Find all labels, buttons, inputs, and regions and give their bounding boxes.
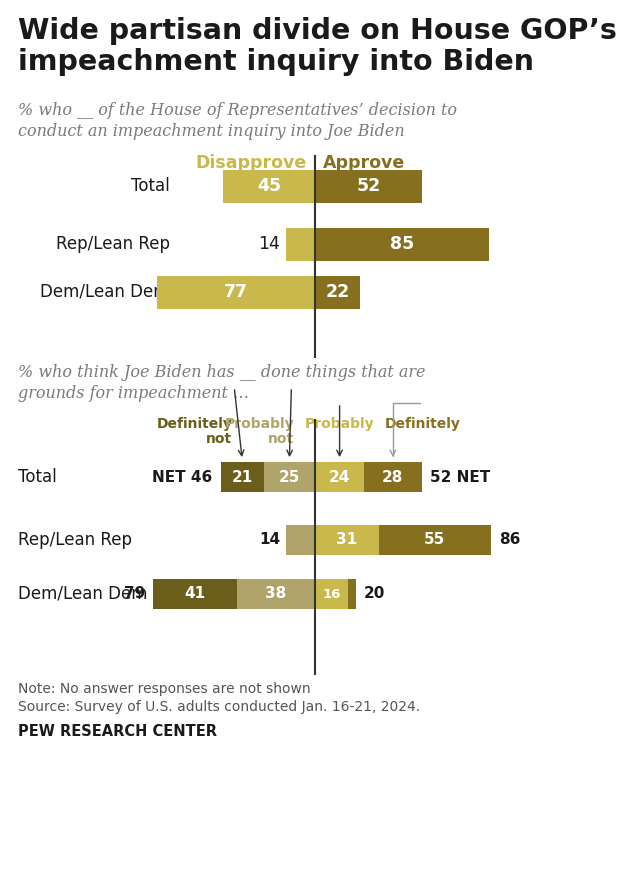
Bar <box>264 462 315 492</box>
Bar <box>379 525 491 555</box>
Bar <box>286 227 315 260</box>
Text: 16: 16 <box>322 588 340 600</box>
Text: Total: Total <box>18 468 57 486</box>
Text: NET 46: NET 46 <box>153 469 213 484</box>
Text: Note: No answer responses are not shown
Source: Survey of U.S. adults conducted : Note: No answer responses are not shown … <box>18 682 420 714</box>
Text: Rep/Lean Rep: Rep/Lean Rep <box>18 531 132 549</box>
Text: Dem/Lean Dem: Dem/Lean Dem <box>40 283 170 301</box>
Text: 86: 86 <box>499 533 521 548</box>
Text: 20: 20 <box>364 587 386 601</box>
Text: 22: 22 <box>326 283 350 301</box>
Text: % who __ of the House of Representatives’ decision to
conduct an impeachment inq: % who __ of the House of Representatives… <box>18 102 457 140</box>
Bar <box>237 579 315 609</box>
Text: 52: 52 <box>356 177 381 195</box>
Text: Dem/Lean Dem: Dem/Lean Dem <box>18 585 148 603</box>
Bar <box>315 525 379 555</box>
Bar <box>364 462 422 492</box>
Text: Wide partisan divide on House GOP’s
impeachment inquiry into Biden: Wide partisan divide on House GOP’s impe… <box>18 17 617 77</box>
Bar <box>315 579 348 609</box>
Text: 77: 77 <box>224 283 248 301</box>
Bar <box>223 169 315 202</box>
Text: Definitely: Definitely <box>385 417 461 431</box>
Text: 25: 25 <box>278 469 300 484</box>
Text: 45: 45 <box>257 177 281 195</box>
Bar <box>315 276 360 309</box>
Bar <box>348 579 356 609</box>
Text: Probably
not: Probably not <box>224 417 294 446</box>
Bar <box>157 276 315 309</box>
Text: Total: Total <box>131 177 170 195</box>
Bar <box>315 169 422 202</box>
Bar <box>153 579 237 609</box>
Text: 31: 31 <box>336 533 357 548</box>
Bar <box>221 462 264 492</box>
Text: 52 NET: 52 NET <box>430 469 490 484</box>
Text: 28: 28 <box>382 469 404 484</box>
Text: Rep/Lean Rep: Rep/Lean Rep <box>56 235 170 253</box>
Text: Probably: Probably <box>305 417 374 431</box>
Text: Definitely
not: Definitely not <box>156 417 232 446</box>
Text: 41: 41 <box>185 587 206 601</box>
Bar <box>315 227 489 260</box>
Text: 38: 38 <box>265 587 286 601</box>
Bar <box>315 462 364 492</box>
Text: Disapprove: Disapprove <box>196 154 307 172</box>
Text: 55: 55 <box>424 533 446 548</box>
Text: 85: 85 <box>390 235 414 253</box>
Bar <box>286 525 315 555</box>
Text: 24: 24 <box>329 469 350 484</box>
Text: PEW RESEARCH CENTER: PEW RESEARCH CENTER <box>18 724 217 739</box>
Text: Approve: Approve <box>323 154 405 172</box>
Text: 21: 21 <box>232 469 253 484</box>
Text: % who think Joe Biden has __ done things that are
grounds for impeachment …: % who think Joe Biden has __ done things… <box>18 364 425 402</box>
Text: 79: 79 <box>124 587 145 601</box>
Text: 14: 14 <box>259 235 280 253</box>
Text: 14: 14 <box>259 533 280 548</box>
